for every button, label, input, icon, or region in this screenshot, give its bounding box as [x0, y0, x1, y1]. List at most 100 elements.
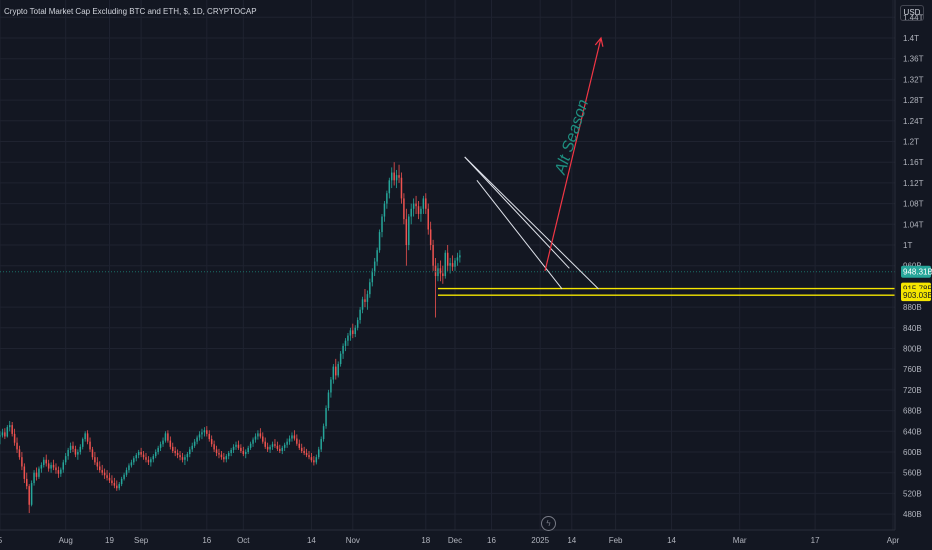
candle-body [325, 408, 327, 427]
time-axis[interactable]: 5 Aug 19 Sep 16 Oct 14 Nov 18 Dec 16 2025 14 Feb 14 Mar… [0, 529, 932, 545]
candle-body [429, 229, 432, 245]
candle-body [281, 447, 284, 451]
time-tick-label: 16 [487, 536, 496, 545]
candle-body [137, 452, 140, 456]
price-tag-label: 915.78B [903, 285, 932, 294]
candle-body [40, 464, 43, 469]
price-tick-label: 1.36T [903, 55, 924, 64]
candle-body [386, 193, 388, 204]
candle-body [84, 433, 86, 440]
candle-body [444, 252, 447, 277]
candle-body [439, 268, 442, 274]
price-tick-label: 1.28T [903, 96, 924, 105]
candle-body [72, 445, 74, 449]
candle-body [74, 448, 77, 455]
candle-body [174, 450, 176, 454]
candle-body [6, 427, 9, 437]
candle-body [69, 445, 72, 450]
candle-body [303, 450, 305, 454]
trendline [464, 156, 570, 269]
time-tick-label: 14 [307, 536, 316, 545]
candle-body [23, 466, 26, 479]
candle-body [184, 457, 186, 460]
candle-body [135, 455, 138, 459]
tradingview-logo-icon[interactable]: ϟ [541, 516, 556, 531]
candle-body [408, 216, 410, 245]
arrow-head-icon [594, 36, 604, 47]
price-tick-label: 720B [903, 386, 922, 395]
candle-body [215, 449, 218, 454]
time-tick-label: 17 [811, 536, 820, 545]
price-tag-label: 948.31B [903, 268, 932, 277]
price-tick-label: 1.12T [903, 179, 924, 188]
price-tick-label: 640B [903, 427, 922, 436]
candle-body [33, 472, 35, 484]
candle-body [103, 472, 106, 476]
candle-body [347, 335, 349, 341]
candle-body [125, 470, 128, 475]
time-tick-label: 5 [0, 536, 3, 545]
candle-body [1, 432, 4, 436]
candle-body [454, 260, 456, 267]
candle-body [198, 434, 201, 438]
candlestick-series [0, 162, 461, 514]
time-tick-label: 14 [667, 536, 676, 545]
time-tick-label: Aug [59, 536, 73, 545]
price-tick-label: 520B [903, 489, 922, 498]
candle-body [47, 463, 50, 469]
candle-body [237, 444, 240, 448]
candle-body [4, 432, 6, 437]
price-tick-label: 1.2T [903, 138, 919, 147]
candle-body [242, 450, 245, 455]
candle-body [315, 457, 318, 463]
currency-button[interactable]: USD [900, 5, 924, 21]
price-axis[interactable]: 480B 520B 560B 600B 640B 680B 720B 760B 800B 840B… [894, 0, 932, 530]
candle-body [164, 433, 167, 441]
candle-body [274, 444, 276, 446]
candle-body [244, 452, 247, 455]
candle-body [405, 219, 408, 245]
candle-body [427, 208, 429, 230]
time-tick-label: 16 [202, 536, 211, 545]
candle-body [291, 435, 293, 439]
candle-body [322, 426, 325, 440]
candle-body [335, 366, 337, 376]
candle-body [446, 252, 449, 266]
candle-body [79, 446, 82, 452]
candle-body [240, 447, 242, 451]
candle-body [415, 203, 417, 207]
last-price-tag: 948.31B [901, 265, 932, 278]
candle-body [13, 433, 16, 443]
price-tick-label: 1T [903, 241, 912, 250]
candle-body [167, 433, 169, 441]
candle-body [18, 449, 21, 458]
candle-body [271, 444, 274, 447]
time-tick-label: Sep [134, 536, 149, 545]
candle-body [269, 446, 271, 450]
candle-body [113, 483, 116, 486]
candle-body [300, 447, 303, 451]
candle-body [296, 438, 298, 444]
grid-lines [0, 0, 895, 530]
candle-body [293, 435, 296, 439]
price-tick-label: 800B [903, 345, 922, 354]
candle-body [128, 465, 130, 471]
candle-body [259, 433, 262, 437]
candle-body [298, 443, 301, 448]
candle-body [276, 445, 279, 449]
candle-body [8, 425, 11, 428]
candle-body [369, 282, 371, 295]
time-tick-label: 18 [421, 536, 430, 545]
candle-body [43, 459, 45, 465]
candle-body [305, 453, 308, 456]
trendline [464, 156, 599, 290]
candle-body [196, 437, 198, 442]
candle-body [349, 330, 352, 336]
price-tick-label: 1.16T [903, 158, 924, 167]
price-tick-label: 1.24T [903, 117, 924, 126]
candle-body [191, 445, 193, 450]
candle-body [186, 454, 189, 458]
candle-body [252, 439, 254, 444]
price-tick-label: 480B [903, 510, 922, 519]
